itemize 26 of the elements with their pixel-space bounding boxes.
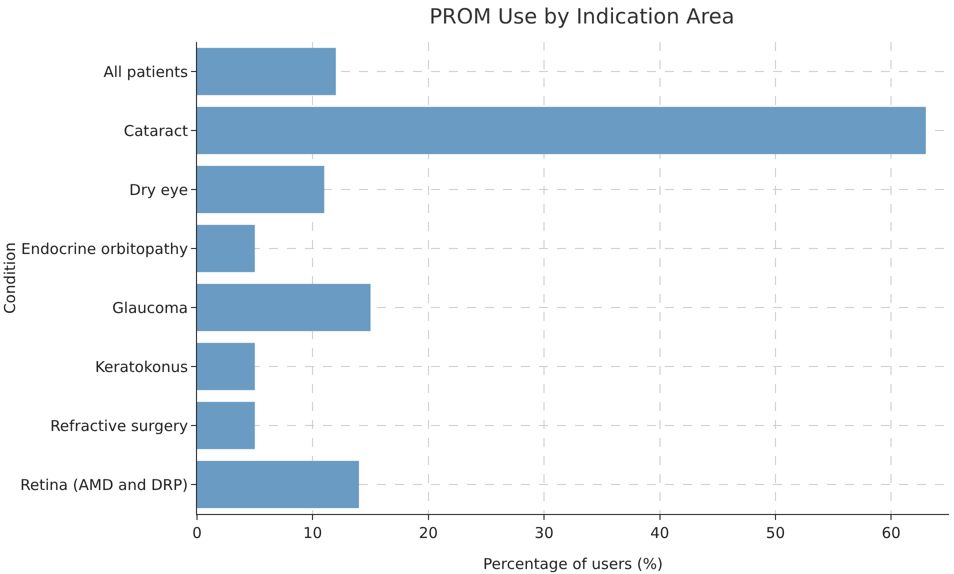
bar — [197, 48, 336, 96]
y-tick-label: Retina (AMD and DRP) — [20, 476, 188, 494]
y-tick-label: Refractive surgery — [50, 416, 188, 435]
bar — [197, 224, 255, 272]
y-axis-title: Condition — [1, 242, 20, 314]
x-tick-label: 40 — [650, 524, 670, 542]
bar — [197, 402, 255, 450]
bar — [197, 460, 359, 508]
y-tick-label: Endocrine orbitopathy — [21, 240, 188, 258]
x-axis-title: Percentage of users (%) — [483, 555, 663, 573]
x-tick-label: 10 — [303, 524, 322, 542]
bar — [197, 342, 255, 390]
x-tick-label: 20 — [418, 524, 438, 542]
x-tick-label: 30 — [534, 524, 554, 542]
y-tick-label: Glaucoma — [112, 298, 188, 317]
y-tick-label: Cataract — [124, 122, 188, 140]
x-tick-label: 60 — [882, 524, 901, 542]
y-tick-label: All patients — [103, 62, 188, 81]
x-tick-label: 0 — [192, 524, 202, 542]
x-tick-label: 50 — [766, 524, 786, 542]
y-tick-label: Keratokonus — [95, 358, 188, 376]
y-tick-label: Dry eye — [129, 180, 188, 199]
bar — [197, 106, 926, 154]
chart-title: PROM Use by Indication Area — [429, 4, 735, 28]
bar — [197, 284, 371, 332]
bar — [197, 166, 324, 214]
